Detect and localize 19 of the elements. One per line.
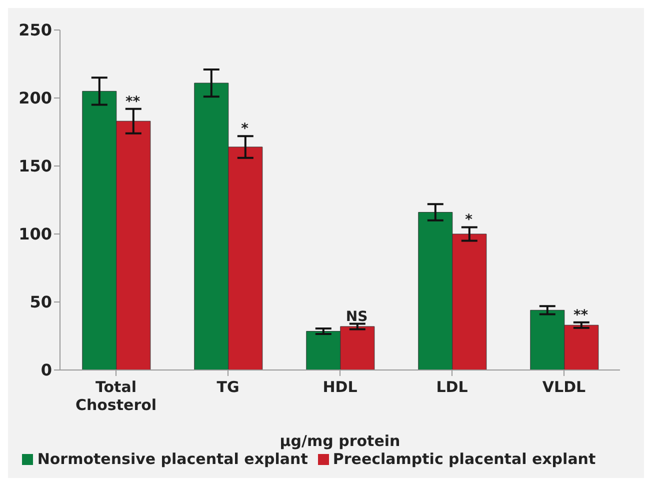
y-tick-label: 100: [18, 224, 52, 244]
x-axis-title: µg/mg protein: [280, 432, 400, 450]
annotation: NS: [346, 308, 368, 325]
annotation: *: [465, 212, 474, 228]
x-tick-label: LDL: [436, 378, 468, 396]
x-tick-label: TG: [216, 378, 240, 396]
y-tick-label: 50: [30, 292, 52, 312]
y-tick-label: 200: [18, 88, 52, 108]
x-tick-label: HDL: [322, 378, 358, 396]
y-tick-label: 250: [18, 20, 52, 40]
annotation: **: [125, 94, 141, 110]
legend-label: Preeclamptic placental explant: [332, 450, 596, 468]
annotation: **: [573, 307, 589, 324]
legend-label: Normotensive placental explant: [37, 450, 308, 468]
x-tick-label: VLDL: [542, 378, 586, 396]
y-tick-label: 0: [40, 360, 52, 380]
annotation: *: [241, 121, 250, 138]
y-tick-label: 150: [18, 156, 52, 176]
x-tick-label: Total Chosterol: [75, 378, 157, 414]
